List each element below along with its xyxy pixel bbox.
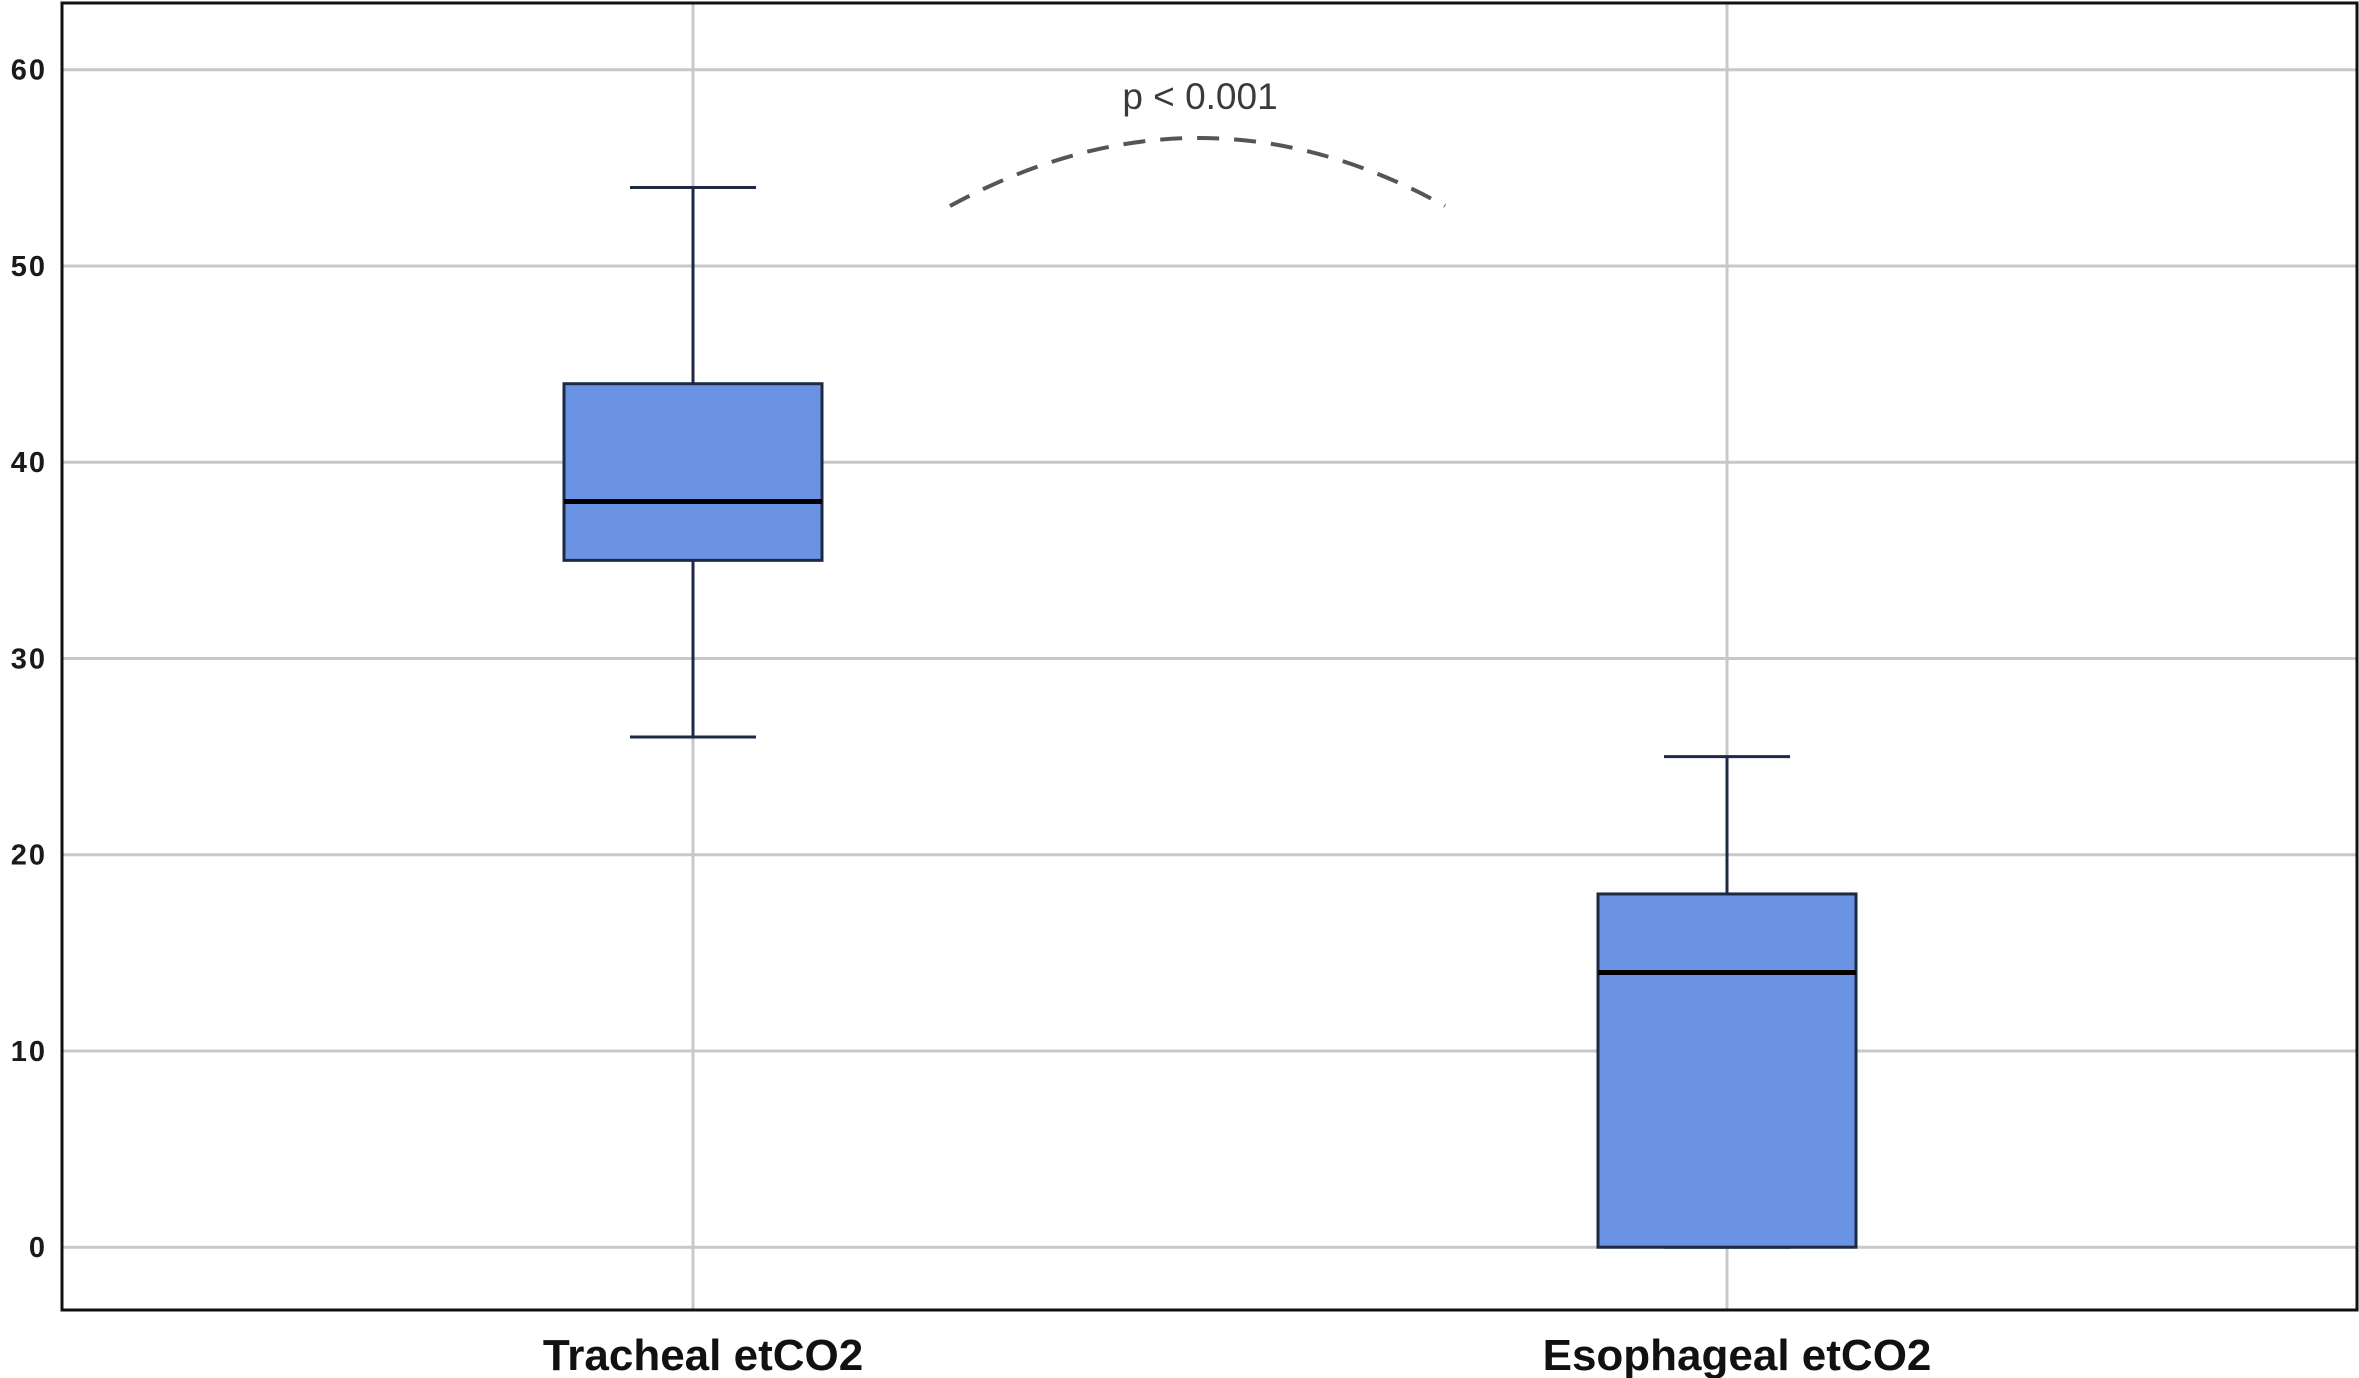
iqr-box [1596,892,1858,1249]
y-tick-label: 0 [29,1232,47,1264]
x-category-label: Tracheal etCO2 [543,1331,863,1378]
box-series [562,185,1858,1249]
iqr-box [562,382,824,562]
y-tick-label: 50 [11,251,47,283]
grid-lines [62,3,2357,1310]
significance-arc [949,136,1446,208]
box-1 [1596,755,1858,1249]
plot-area-frame [60,1,2359,1312]
p-value-label: p < 0.001 [1122,76,1277,117]
x-axis-categories: Tracheal etCO2 Esophageal etCO2 [543,1331,1932,1378]
y-tick-label: 20 [11,840,47,872]
x-category-label: Esophageal etCO2 [1543,1331,1932,1378]
y-axis-ticks: 0 10 20 30 40 50 60 [11,55,47,1264]
y-tick-label: 60 [11,55,47,87]
y-tick-label: 10 [11,1036,47,1068]
y-tick-label: 40 [11,447,47,479]
y-tick-label: 30 [11,643,47,675]
significance-annotation: p < 0.001 [949,76,1446,208]
box-0 [562,185,824,739]
